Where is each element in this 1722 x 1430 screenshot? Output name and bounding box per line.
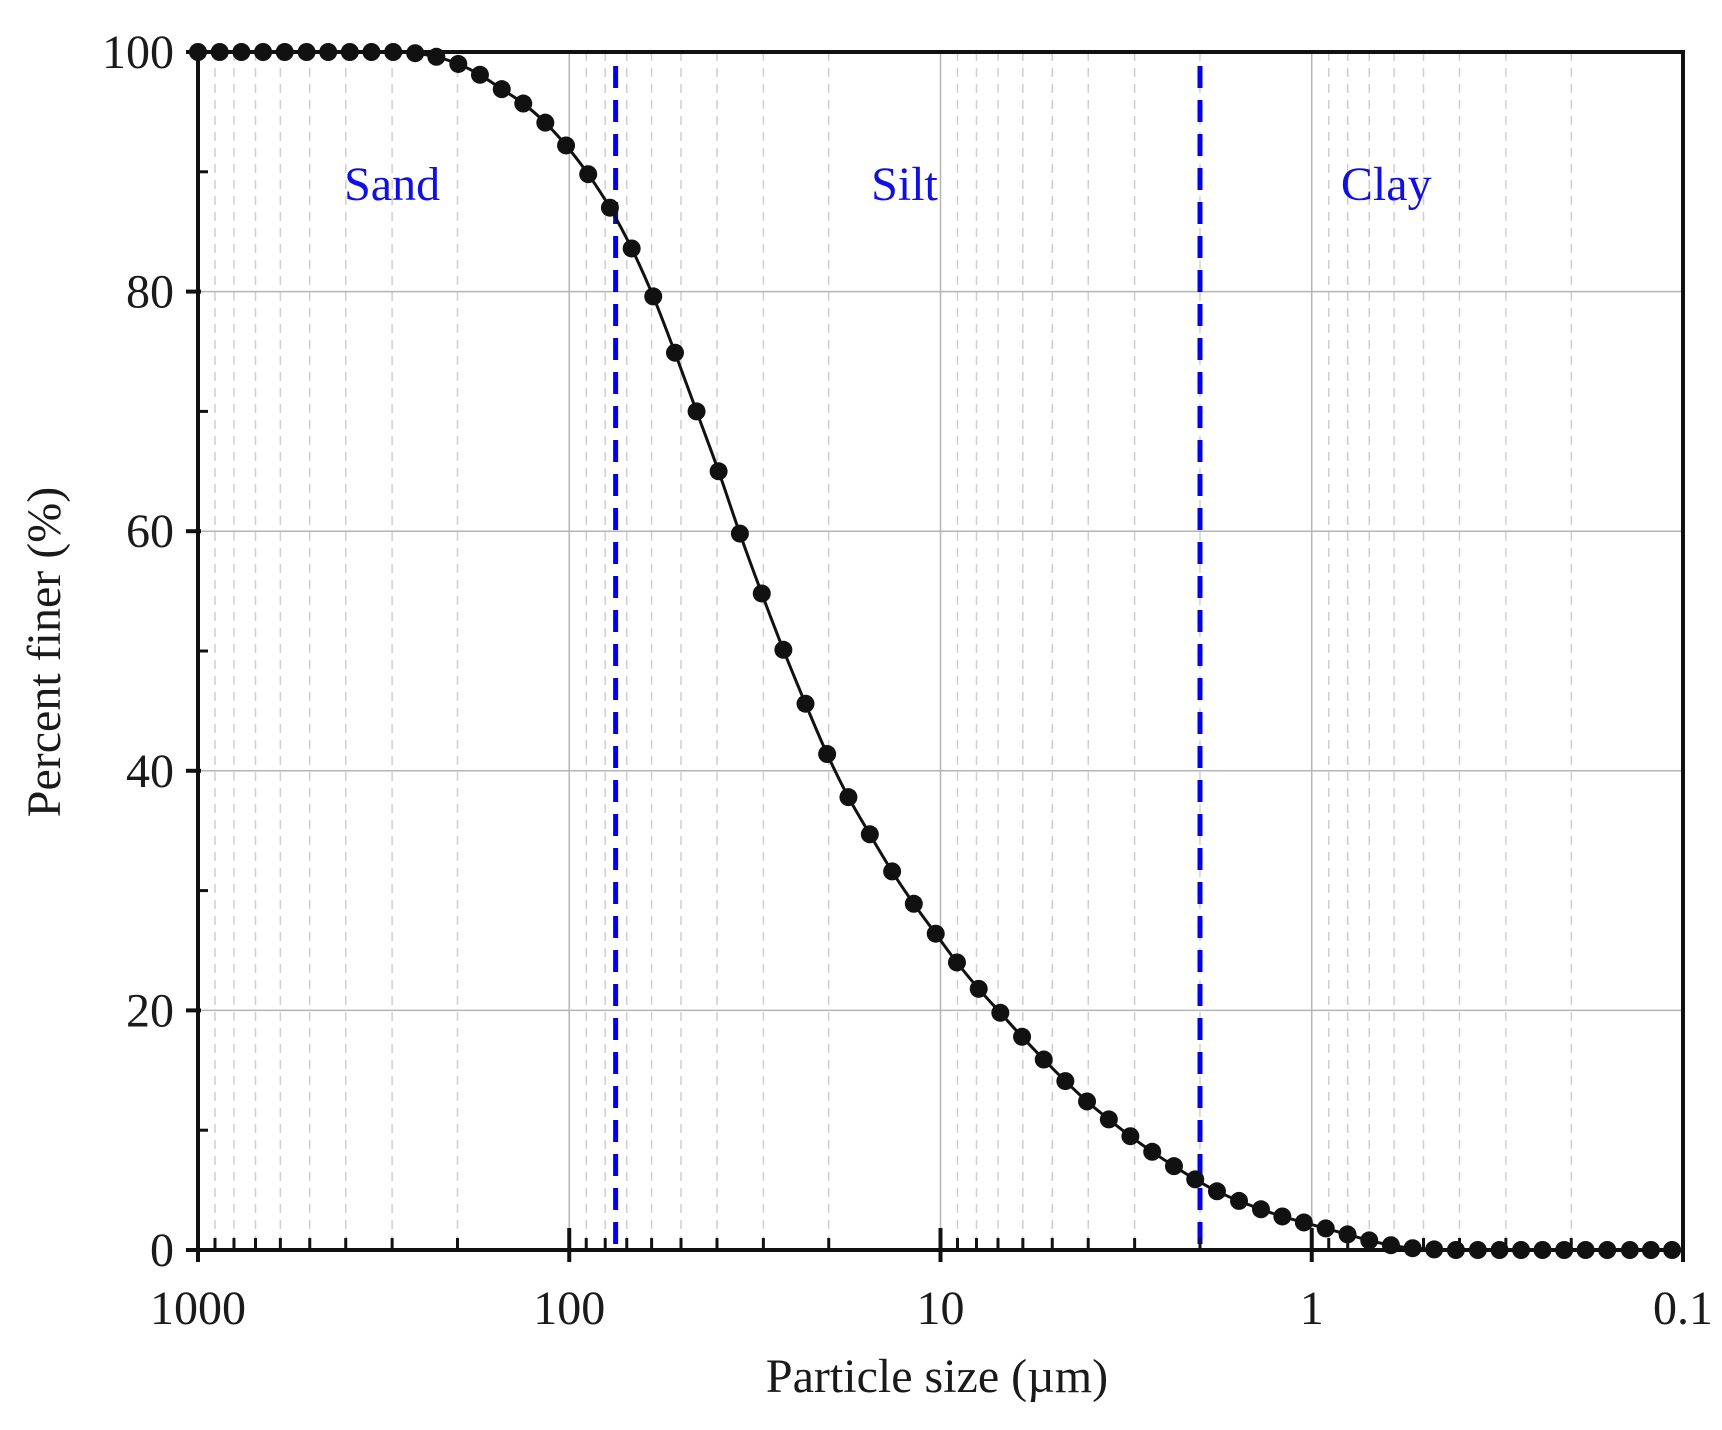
data-point xyxy=(991,1003,1010,1022)
data-point xyxy=(492,80,511,99)
data-point xyxy=(665,343,684,362)
data-point xyxy=(1207,1182,1226,1201)
data-point xyxy=(1121,1127,1140,1146)
data-point xyxy=(1251,1200,1270,1219)
data-point xyxy=(969,979,988,998)
data-point xyxy=(1316,1219,1335,1238)
data-point xyxy=(947,953,966,972)
data-point xyxy=(818,745,837,764)
y-tick-label: 40 xyxy=(126,745,174,798)
x-tick-label: 1000 xyxy=(150,1282,246,1335)
data-point xyxy=(774,640,793,659)
data-point xyxy=(536,113,555,132)
axis-ticks xyxy=(186,50,1685,1262)
y-axis-title: Percent finer (%) xyxy=(18,487,71,818)
data-point xyxy=(709,462,728,481)
data-point xyxy=(687,402,706,421)
region-label-sand: Sand xyxy=(344,158,440,211)
y-tick-label: 20 xyxy=(126,984,174,1037)
data-point xyxy=(904,894,923,913)
axis-tick-labels: 1000 100 10 1 0.1 0 20 40 60 80 100 xyxy=(102,26,1713,1335)
data-point xyxy=(644,287,663,306)
data-point xyxy=(1099,1110,1118,1129)
data-point xyxy=(1294,1213,1313,1232)
data-point xyxy=(752,584,771,603)
y-tick-label: 0 xyxy=(150,1224,174,1277)
major-gridlines xyxy=(198,52,1683,1250)
data-point xyxy=(1230,1191,1249,1210)
data-point xyxy=(470,65,489,84)
data-point xyxy=(730,524,749,543)
x-tick-label: 10 xyxy=(917,1282,965,1335)
data-point xyxy=(1013,1027,1032,1046)
data-point xyxy=(1338,1225,1357,1244)
data-point xyxy=(926,924,945,943)
data-point xyxy=(860,825,879,844)
region-label-clay: Clay xyxy=(1341,158,1432,211)
data-point xyxy=(514,94,533,113)
y-tick-label: 80 xyxy=(126,266,174,319)
data-point xyxy=(449,54,468,73)
x-tick-label: 1 xyxy=(1300,1282,1324,1335)
minor-gridlines xyxy=(214,52,1572,1250)
data-point xyxy=(1143,1142,1162,1161)
region-label-silt: Silt xyxy=(871,158,938,211)
data-point xyxy=(622,239,641,258)
data-point xyxy=(579,165,598,184)
x-tick-label: 0.1 xyxy=(1653,1282,1713,1335)
data-point xyxy=(796,694,815,713)
data-point xyxy=(600,198,619,217)
data-point xyxy=(1186,1170,1205,1189)
data-point xyxy=(1034,1050,1053,1069)
y-tick-label: 100 xyxy=(102,26,174,79)
data-point xyxy=(1056,1072,1075,1091)
data-point xyxy=(1078,1092,1097,1111)
data-point xyxy=(557,136,576,155)
x-axis-title: Particle size (µm) xyxy=(766,1350,1108,1403)
data-point xyxy=(1273,1207,1292,1226)
y-tick-label: 60 xyxy=(126,505,174,558)
data-point xyxy=(839,788,858,807)
x-tick-label: 100 xyxy=(533,1282,605,1335)
soil-region-labels: Sand Silt Clay xyxy=(344,158,1431,211)
data-point xyxy=(883,862,902,881)
soil-boundary-lines xyxy=(613,66,1203,1248)
data-point xyxy=(1164,1157,1183,1176)
